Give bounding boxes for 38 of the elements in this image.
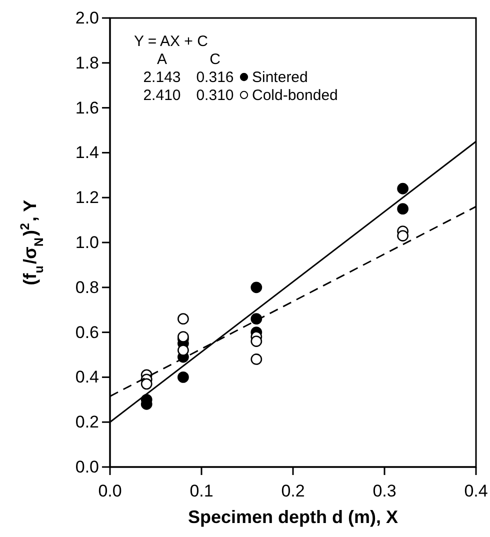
- point: [178, 331, 189, 342]
- y-tick-label: 0.0: [75, 457, 99, 476]
- annotation: A: [156, 51, 168, 68]
- x-axis-title: Specimen depth d (m), X: [188, 507, 398, 527]
- annotation: C: [210, 51, 221, 68]
- point: [250, 354, 262, 365]
- y-tick-label: 1.8: [75, 53, 99, 72]
- y-tick-label: 1.4: [75, 143, 99, 162]
- y-tick-label: 1.0: [75, 232, 99, 252]
- x-tick-label: 0.0: [98, 482, 122, 501]
- x-tick-label: 0.4: [464, 482, 488, 501]
- point: [250, 313, 262, 325]
- x-tick-label: 0.2: [281, 482, 305, 501]
- y-tick-label: 0.8: [75, 278, 99, 297]
- legend-label: Cold-bonded: [252, 87, 338, 104]
- point: [397, 182, 408, 194]
- y-tick-label: 1.2: [75, 188, 99, 208]
- y-tick-label: 0.4: [75, 368, 99, 387]
- annotation: 2.410: [143, 87, 181, 104]
- point: [178, 313, 189, 325]
- annotation: Y = AX + C: [134, 33, 208, 50]
- annotation: 0.316: [196, 69, 234, 86]
- x-tick-label: 0.3: [372, 482, 396, 501]
- y-tick-label: 0.6: [75, 322, 99, 342]
- point: [178, 372, 189, 383]
- annotation: 0.310: [196, 87, 234, 104]
- y-tick-label: 1.6: [75, 98, 99, 118]
- point: [250, 282, 262, 294]
- y-tick-label: 0.2: [75, 412, 99, 432]
- y-tick-label: 2.0: [75, 8, 99, 28]
- point: [250, 336, 262, 347]
- point: [397, 230, 408, 242]
- annotation: 2.143: [143, 69, 181, 86]
- point: [178, 344, 189, 356]
- point: [140, 378, 152, 390]
- point: [397, 203, 408, 215]
- legend-label: Sintered: [252, 69, 308, 86]
- x-tick-label: 0.1: [190, 482, 214, 501]
